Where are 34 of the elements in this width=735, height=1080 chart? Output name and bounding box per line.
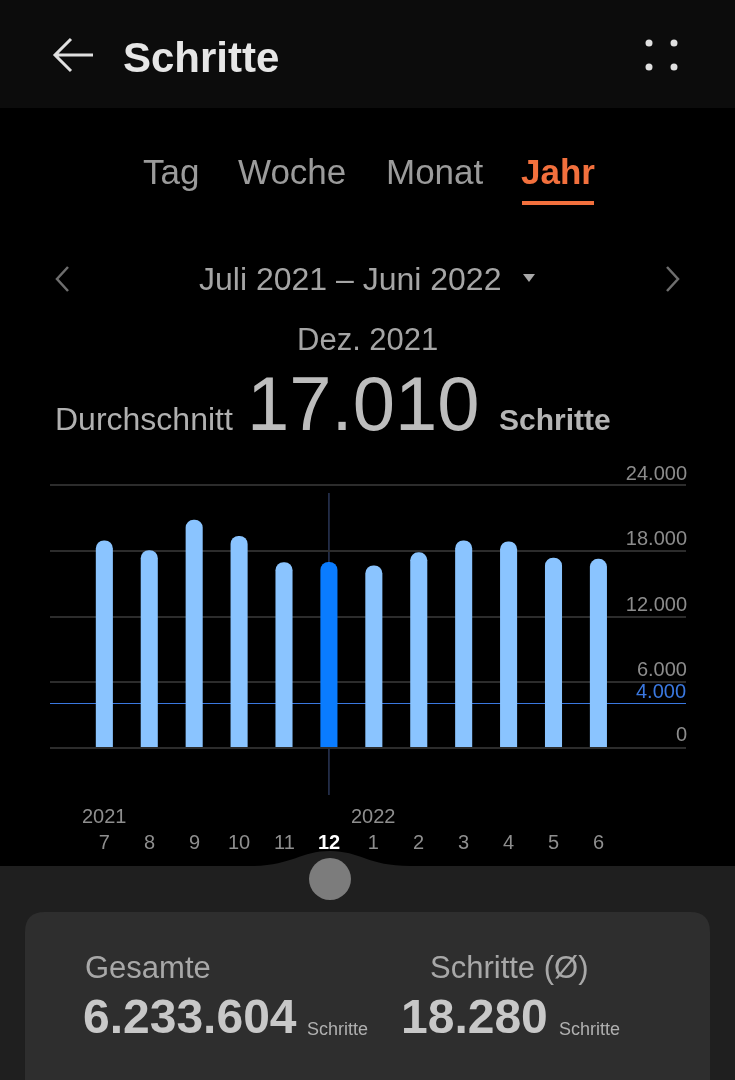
text: Schritte xyxy=(559,1019,621,1039)
text: Monat xyxy=(386,152,484,191)
y-tick-label: 6.000 xyxy=(636,657,687,680)
x-tick-label: 10 xyxy=(228,831,251,853)
x-tick-label: 2021 7 xyxy=(82,805,127,853)
text: Schritte xyxy=(307,1019,369,1039)
ref-line-label: 4.000 xyxy=(636,680,687,702)
x-tick-label: 5 xyxy=(548,831,560,853)
text: Durchschnitt xyxy=(55,401,233,437)
y-tick-label: 0 xyxy=(675,723,687,745)
x-tick-label: 8 xyxy=(144,831,156,853)
chart-title: Schritte xyxy=(123,33,280,81)
text: Schritte xyxy=(499,403,611,436)
text: 6.233.604 xyxy=(83,990,297,1043)
y-tick-label: 24.000 xyxy=(625,462,687,484)
text: Schritte (Ø) xyxy=(430,950,589,985)
x-tick-label: 2 xyxy=(413,831,425,853)
x-tick-label: 3 xyxy=(458,831,470,853)
x-tick-label: 11 xyxy=(274,831,295,853)
x-tick-label: 4 xyxy=(503,831,515,853)
x-tick-label: 6 xyxy=(593,831,605,853)
x-tick-label: 9 xyxy=(189,831,201,853)
text: 18.280 xyxy=(401,990,548,1043)
text: Gesamte xyxy=(85,950,211,985)
text: Tag xyxy=(143,152,200,191)
text: Woche xyxy=(238,152,347,191)
text: 17.010 xyxy=(247,361,480,446)
chart-subtitle: Juli 2021 – Juni 2022 xyxy=(199,261,502,297)
text: Dez. 2021 xyxy=(297,322,439,357)
y-tick-label: 18.000 xyxy=(625,527,687,550)
x-tick-label: 2022 1 xyxy=(351,805,396,853)
y-tick-label: 12.000 xyxy=(625,592,687,615)
text: Jahr xyxy=(521,152,596,191)
x-tick-label: 12 xyxy=(318,831,341,853)
